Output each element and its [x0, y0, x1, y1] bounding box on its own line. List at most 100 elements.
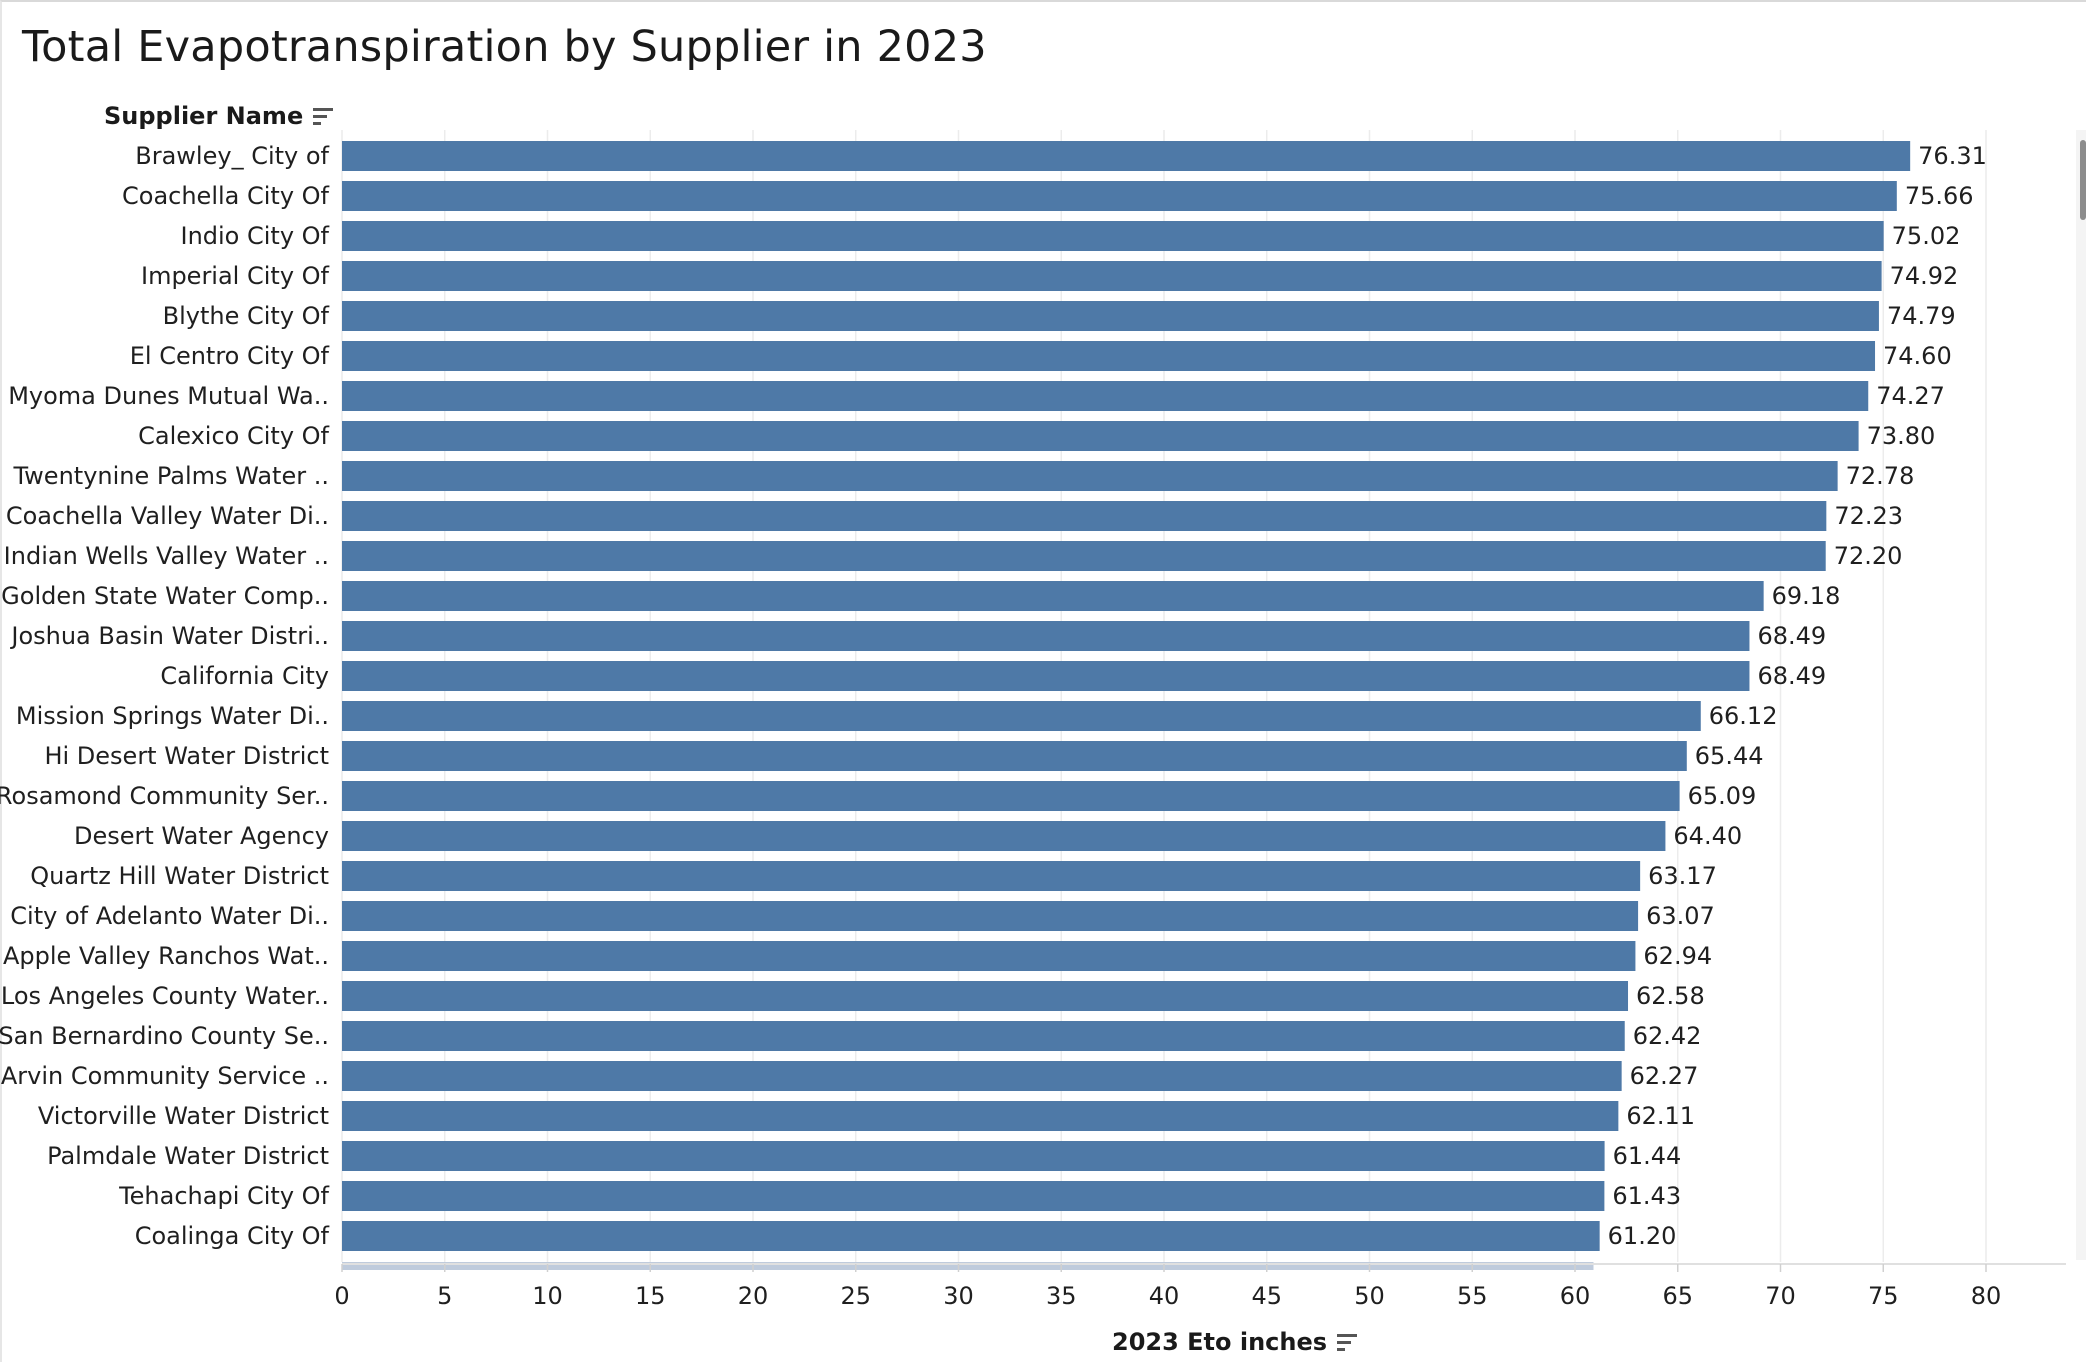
bar[interactable] — [342, 741, 1687, 771]
value-label: 62.42 — [1633, 1022, 1702, 1050]
category-label[interactable]: Palmdale Water District — [47, 1142, 329, 1170]
category-label[interactable]: Arvin Community Service .. — [1, 1062, 329, 1090]
category-label[interactable]: Quartz Hill Water District — [30, 862, 329, 890]
bar[interactable] — [342, 901, 1639, 931]
bar[interactable] — [342, 1021, 1625, 1051]
row-axis-label: Supplier Name — [104, 102, 304, 130]
value-label: 62.27 — [1630, 1062, 1699, 1090]
bar[interactable] — [342, 1061, 1622, 1091]
bar[interactable] — [342, 341, 1876, 371]
x-tick-label: 50 — [1354, 1282, 1385, 1310]
bar[interactable] — [342, 301, 1879, 331]
bar[interactable] — [342, 661, 1750, 691]
value-label: 61.44 — [1613, 1142, 1682, 1170]
bar[interactable] — [342, 581, 1764, 611]
bar[interactable] — [342, 181, 1897, 211]
bar[interactable] — [342, 821, 1666, 851]
category-label[interactable]: Calexico City Of — [138, 422, 329, 450]
x-tick-label: 5 — [437, 1282, 452, 1310]
category-label[interactable]: Imperial City Of — [141, 262, 330, 290]
sort-descending-icon[interactable] — [313, 106, 334, 126]
category-label[interactable]: Brawley_ City of — [135, 142, 329, 170]
bar[interactable] — [342, 221, 1884, 251]
value-label: 75.66 — [1905, 182, 1974, 210]
category-label[interactable]: Golden State Water Comp.. — [1, 582, 329, 610]
category-label[interactable]: Desert Water Agency — [74, 822, 329, 850]
vertical-scrollbar-track[interactable] — [2076, 130, 2086, 1260]
category-label[interactable]: San Bernardino County Se.. — [0, 1022, 329, 1050]
value-label: 62.11 — [1626, 1102, 1695, 1130]
category-label[interactable]: Blythe City Of — [163, 302, 330, 330]
gridlines — [341, 130, 1987, 1262]
category-label[interactable]: Apple Valley Ranchos Wat.. — [3, 942, 329, 970]
category-label[interactable]: Twentynine Palms Water .. — [12, 462, 329, 490]
x-axis-label: 2023 Eto inches — [1112, 1328, 1328, 1356]
category-label[interactable]: Tehachapi City Of — [118, 1182, 329, 1210]
value-label: 61.43 — [1612, 1182, 1681, 1210]
bar[interactable] — [342, 941, 1636, 971]
category-label[interactable]: Myoma Dunes Mutual Wa.. — [8, 382, 329, 410]
x-tick-label: 70 — [1765, 1282, 1796, 1310]
value-label: 73.80 — [1867, 422, 1936, 450]
bar[interactable] — [342, 541, 1826, 571]
bar[interactable] — [342, 261, 1882, 291]
category-label[interactable]: El Centro City Of — [130, 342, 330, 370]
vertical-scrollbar-thumb[interactable] — [2080, 140, 2086, 220]
bar[interactable] — [342, 861, 1641, 891]
value-labels: 76.31 75.66 75.02 74.92 74.79 74.60 74.27 73.80… — [1608, 142, 1987, 1250]
bar[interactable] — [342, 461, 1838, 491]
category-label[interactable]: City of Adelanto Water Di.. — [10, 902, 329, 930]
value-label: 66.12 — [1709, 702, 1778, 730]
value-label: 76.31 — [1918, 142, 1987, 170]
value-label: 74.27 — [1876, 382, 1945, 410]
value-label: 74.92 — [1890, 262, 1959, 290]
value-label: 69.18 — [1772, 582, 1841, 610]
bar[interactable] — [342, 501, 1827, 531]
category-label[interactable]: Coachella Valley Water Di.. — [6, 502, 329, 530]
category-label[interactable]: Coachella City Of — [122, 182, 330, 210]
bar[interactable] — [342, 141, 1911, 171]
x-tick-label: 45 — [1251, 1282, 1282, 1310]
row-axis-header[interactable]: Supplier Name — [104, 102, 334, 130]
category-label[interactable]: Hi Desert Water District — [44, 742, 329, 770]
category-label[interactable]: Mission Springs Water Di.. — [16, 702, 329, 730]
bar[interactable] — [342, 781, 1680, 811]
x-tick-label: 15 — [635, 1282, 666, 1310]
x-tick-label: 80 — [1971, 1282, 2002, 1310]
bar[interactable] — [342, 1181, 1605, 1211]
x-tick-label: 75 — [1868, 1282, 1899, 1310]
scroll-cutoff-row — [342, 1262, 1594, 1270]
x-tick-label: 25 — [840, 1282, 871, 1310]
x-tick-label: 10 — [532, 1282, 563, 1310]
bar[interactable] — [342, 981, 1629, 1011]
category-label[interactable]: Victorville Water District — [38, 1102, 329, 1130]
category-label[interactable]: Joshua Basin Water Distri.. — [9, 622, 329, 650]
value-label: 62.94 — [1643, 942, 1712, 970]
chart-title: Total Evapotranspiration by Supplier in … — [22, 22, 987, 72]
x-axis-header[interactable]: 2023 Eto inches — [1112, 1328, 1358, 1356]
bar[interactable] — [342, 621, 1750, 651]
bar[interactable] — [342, 421, 1859, 451]
value-label: 74.79 — [1887, 302, 1956, 330]
bar[interactable] — [342, 701, 1701, 731]
sort-icon[interactable] — [1337, 1332, 1358, 1352]
category-label[interactable]: Indio City Of — [180, 222, 329, 250]
value-label: 63.07 — [1646, 902, 1715, 930]
x-tick-label: 0 — [334, 1282, 349, 1310]
x-tick-label: 65 — [1662, 1282, 1693, 1310]
value-label: 74.60 — [1883, 342, 1952, 370]
bar[interactable] — [342, 1141, 1605, 1171]
category-label[interactable]: Indian Wells Valley Water .. — [4, 542, 329, 570]
partial-bar — [342, 1262, 1594, 1270]
bar[interactable] — [342, 1101, 1619, 1131]
category-label[interactable]: Los Angeles County Water.. — [1, 982, 329, 1010]
value-label: 75.02 — [1892, 222, 1961, 250]
category-label[interactable]: California City — [160, 662, 329, 690]
bar[interactable] — [342, 381, 1869, 411]
bar[interactable] — [342, 1221, 1600, 1251]
value-label: 72.78 — [1846, 462, 1915, 490]
value-label: 65.09 — [1688, 782, 1757, 810]
category-label[interactable]: Rosamond Community Ser.. — [0, 782, 329, 810]
category-label[interactable]: Coalinga City Of — [135, 1222, 330, 1250]
